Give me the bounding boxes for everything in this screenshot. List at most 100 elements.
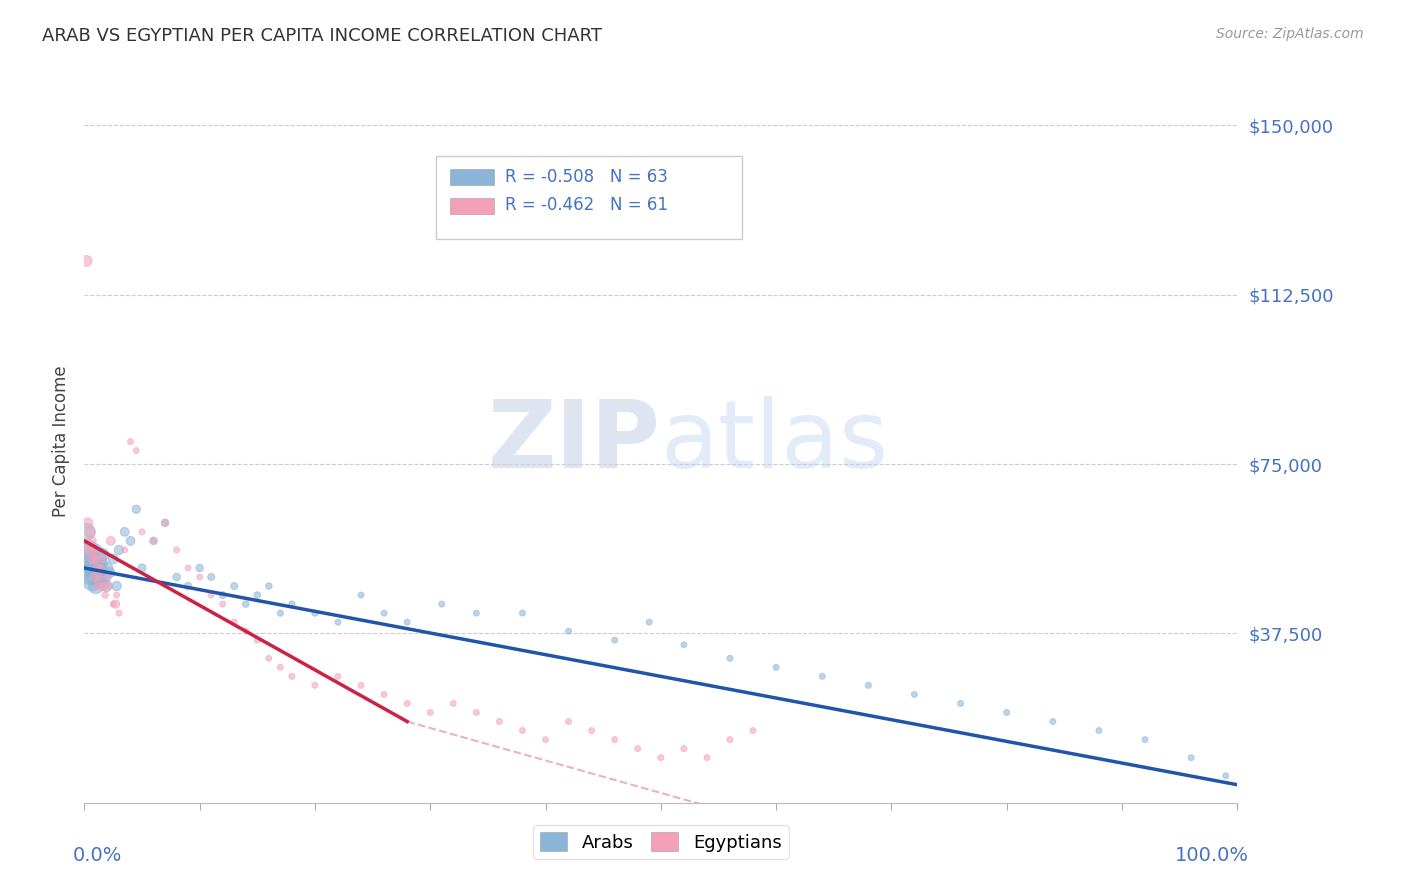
Point xyxy=(326,669,349,683)
Point xyxy=(153,516,176,530)
Text: Source: ZipAtlas.com: Source: ZipAtlas.com xyxy=(1216,27,1364,41)
Point xyxy=(557,624,579,639)
Point xyxy=(86,566,108,580)
Point xyxy=(858,678,880,692)
Point xyxy=(257,651,280,665)
Point xyxy=(177,579,200,593)
Point xyxy=(108,606,131,620)
Point xyxy=(80,557,103,571)
Point xyxy=(269,606,291,620)
Point xyxy=(76,253,98,268)
Point xyxy=(82,574,104,589)
Point xyxy=(246,633,269,648)
Y-axis label: Per Capita Income: Per Capita Income xyxy=(52,366,70,517)
Point xyxy=(87,579,110,593)
Point xyxy=(603,732,626,747)
Point xyxy=(200,570,222,584)
Point xyxy=(77,542,100,557)
Bar xyxy=(450,169,494,185)
Point xyxy=(100,533,122,548)
Point xyxy=(224,615,246,630)
Point xyxy=(534,732,557,747)
Point xyxy=(672,638,695,652)
Point xyxy=(650,750,672,764)
Point xyxy=(373,687,395,701)
Point xyxy=(396,615,419,630)
Point xyxy=(235,624,257,639)
Point xyxy=(166,542,188,557)
Point xyxy=(742,723,765,738)
Point xyxy=(83,570,105,584)
Point xyxy=(120,434,142,449)
Text: atlas: atlas xyxy=(661,395,889,488)
Point xyxy=(465,606,488,620)
Point xyxy=(581,723,603,738)
Point xyxy=(91,579,114,593)
Point xyxy=(304,606,326,620)
Point xyxy=(373,606,395,620)
Point xyxy=(211,588,233,602)
Text: R = -0.508   N = 63: R = -0.508 N = 63 xyxy=(505,168,668,186)
Point xyxy=(142,533,165,548)
Point xyxy=(104,597,127,611)
Point xyxy=(557,714,579,729)
Point xyxy=(103,597,124,611)
Point xyxy=(512,723,534,738)
Point xyxy=(142,533,165,548)
Point xyxy=(90,557,112,571)
Point xyxy=(83,570,105,584)
Text: R = -0.462   N = 61: R = -0.462 N = 61 xyxy=(505,196,668,214)
Point xyxy=(246,588,269,602)
Point xyxy=(98,579,121,593)
Point xyxy=(94,570,117,584)
Point xyxy=(86,561,108,575)
Point xyxy=(257,579,280,593)
Point xyxy=(166,570,188,584)
Point xyxy=(93,579,115,593)
Point xyxy=(91,548,114,562)
Point xyxy=(350,588,373,602)
Point xyxy=(304,678,326,692)
Point xyxy=(638,615,661,630)
Text: 0.0%: 0.0% xyxy=(73,847,122,865)
Point xyxy=(89,574,111,589)
Text: 100.0%: 100.0% xyxy=(1175,847,1249,865)
Point xyxy=(76,524,98,539)
Point xyxy=(465,706,488,720)
Point xyxy=(1088,723,1111,738)
Point xyxy=(281,669,304,683)
Point xyxy=(114,524,136,539)
Point xyxy=(1215,769,1237,783)
Point xyxy=(718,732,741,747)
FancyBboxPatch shape xyxy=(436,156,741,239)
Point xyxy=(153,516,176,530)
Point xyxy=(96,579,118,593)
Point xyxy=(79,524,101,539)
Point xyxy=(200,588,222,602)
Point xyxy=(430,597,453,611)
Point xyxy=(188,561,211,575)
Text: ARAB VS EGYPTIAN PER CAPITA INCOME CORRELATION CHART: ARAB VS EGYPTIAN PER CAPITA INCOME CORRE… xyxy=(42,27,602,45)
Point xyxy=(83,542,105,557)
Point xyxy=(89,561,111,575)
Point xyxy=(1042,714,1064,729)
Point xyxy=(89,561,111,575)
Point xyxy=(80,533,103,548)
Point xyxy=(87,570,110,584)
Point xyxy=(76,516,98,530)
Point xyxy=(995,706,1018,720)
Point xyxy=(326,615,349,630)
Point xyxy=(224,579,246,593)
Point xyxy=(177,561,200,575)
Bar xyxy=(450,198,494,214)
Point xyxy=(672,741,695,756)
Point xyxy=(125,502,148,516)
Point xyxy=(765,660,787,674)
Point xyxy=(114,542,136,557)
Point xyxy=(235,597,257,611)
Point xyxy=(949,697,972,711)
Point xyxy=(1133,732,1156,747)
Point xyxy=(125,443,148,458)
Point xyxy=(512,606,534,620)
Legend: Arabs, Egyptians: Arabs, Egyptians xyxy=(533,825,789,859)
